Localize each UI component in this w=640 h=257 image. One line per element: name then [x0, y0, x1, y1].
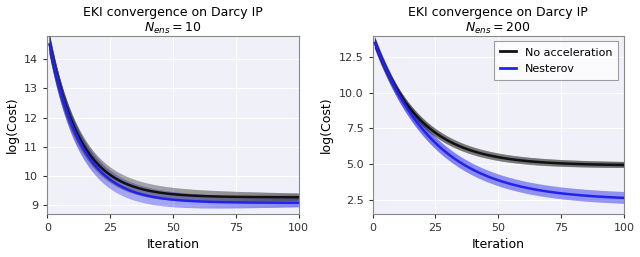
X-axis label: Iteration: Iteration	[472, 238, 525, 251]
Y-axis label: log(Cost): log(Cost)	[6, 97, 19, 153]
Title: EKI convergence on Darcy IP
$N_{ens} = 200$: EKI convergence on Darcy IP $N_{ens} = 2…	[408, 6, 588, 36]
Title: EKI convergence on Darcy IP
$N_{ens} = 10$: EKI convergence on Darcy IP $N_{ens} = 1…	[83, 6, 263, 36]
Y-axis label: log(Cost): log(Cost)	[320, 97, 333, 153]
Legend: No acceleration, Nesterov: No acceleration, Nesterov	[494, 41, 618, 80]
X-axis label: Iteration: Iteration	[147, 238, 200, 251]
